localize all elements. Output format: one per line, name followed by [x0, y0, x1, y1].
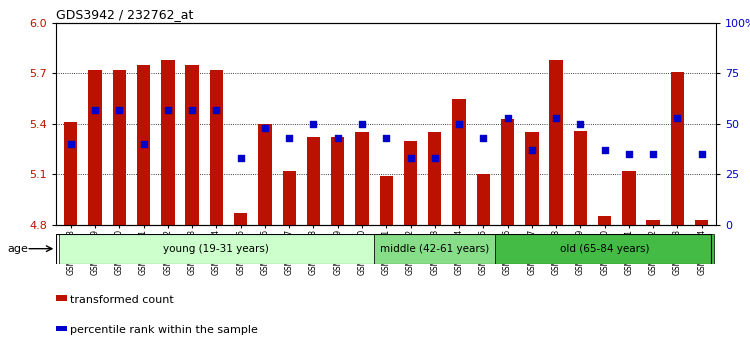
Point — [162, 107, 174, 113]
Point — [284, 135, 296, 141]
Bar — [670, 72, 684, 225]
Bar — [234, 213, 248, 225]
Bar — [307, 137, 320, 225]
Bar — [622, 171, 635, 225]
Bar — [550, 60, 562, 225]
Bar — [695, 220, 708, 225]
Bar — [452, 99, 466, 225]
Point — [356, 121, 368, 127]
Point — [647, 152, 659, 157]
Bar — [598, 216, 611, 225]
Bar — [574, 131, 587, 225]
Point — [380, 135, 392, 141]
Bar — [185, 65, 199, 225]
Bar — [258, 124, 272, 225]
Point — [671, 115, 683, 121]
Point — [574, 121, 586, 127]
Text: GDS3942 / 232762_at: GDS3942 / 232762_at — [56, 8, 194, 21]
Bar — [210, 70, 223, 225]
Point — [64, 141, 76, 147]
Bar — [380, 176, 393, 225]
Point — [186, 107, 198, 113]
Bar — [112, 70, 126, 225]
Point — [550, 115, 562, 121]
Point — [598, 147, 610, 153]
Text: percentile rank within the sample: percentile rank within the sample — [70, 325, 258, 335]
Bar — [501, 119, 515, 225]
Bar — [404, 141, 417, 225]
Bar — [56, 326, 68, 331]
Bar — [64, 122, 77, 225]
Point — [477, 135, 489, 141]
Bar — [331, 137, 344, 225]
Text: young (19-31 years): young (19-31 years) — [164, 244, 269, 254]
Bar — [137, 65, 150, 225]
Bar — [525, 132, 538, 225]
Bar — [283, 171, 296, 225]
Point — [623, 152, 635, 157]
Bar — [646, 220, 660, 225]
Bar — [477, 175, 490, 225]
Bar — [428, 132, 442, 225]
Point — [453, 121, 465, 127]
Point — [696, 152, 708, 157]
Bar — [88, 70, 102, 225]
Bar — [56, 296, 68, 301]
Point — [89, 107, 101, 113]
Text: age: age — [8, 244, 28, 254]
Point — [526, 147, 538, 153]
Text: old (65-84 years): old (65-84 years) — [560, 244, 650, 254]
Point — [502, 115, 514, 121]
Bar — [58, 234, 374, 264]
Point — [404, 155, 416, 161]
Point — [211, 107, 223, 113]
Bar — [496, 234, 714, 264]
Point — [137, 141, 149, 147]
Point — [308, 121, 320, 127]
Bar — [356, 132, 369, 225]
Text: transformed count: transformed count — [70, 295, 174, 305]
Point — [235, 155, 247, 161]
Point — [113, 107, 125, 113]
Text: middle (42-61 years): middle (42-61 years) — [380, 244, 490, 254]
Point — [259, 125, 271, 131]
Point — [332, 135, 344, 141]
Point — [429, 155, 441, 161]
Bar — [374, 234, 496, 264]
Bar — [161, 60, 175, 225]
